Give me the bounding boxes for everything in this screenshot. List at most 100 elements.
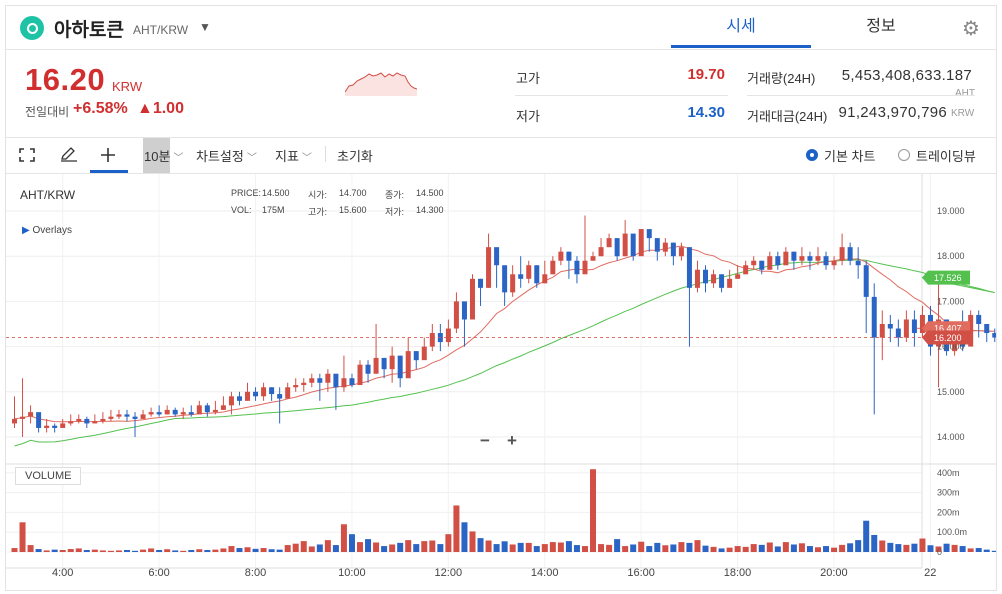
volume-bar bbox=[204, 550, 211, 552]
tradingview-radio[interactable] bbox=[898, 149, 910, 161]
crosshair-icon[interactable] bbox=[100, 147, 116, 163]
volume-bar bbox=[324, 540, 331, 552]
candle-body bbox=[486, 247, 492, 288]
candle-body bbox=[879, 324, 885, 338]
candle-body bbox=[968, 314, 974, 347]
candle-body bbox=[60, 423, 66, 428]
price-chart[interactable]: 19.000 18.000 17.000 16.000 15.000 14.000 400m… bbox=[6, 174, 996, 586]
volume-bar bbox=[606, 544, 613, 552]
change-rate: +6.58% bbox=[73, 100, 128, 117]
price-axis-label: 17.000 bbox=[937, 296, 965, 306]
volume-bar bbox=[67, 549, 74, 552]
time-axis-label: 20:00 bbox=[820, 567, 848, 579]
volume-bar bbox=[268, 549, 275, 552]
basic-chart-radio[interactable] bbox=[806, 149, 818, 161]
volume-bar bbox=[413, 544, 420, 552]
candle-body bbox=[984, 324, 990, 334]
candle-body bbox=[574, 260, 580, 275]
candle-body bbox=[550, 260, 556, 275]
candle-body bbox=[630, 233, 636, 257]
candle-body bbox=[68, 421, 74, 424]
candle-body bbox=[542, 274, 548, 284]
gear-icon[interactable]: ⚙ bbox=[962, 18, 980, 40]
volume-bar bbox=[316, 544, 323, 552]
basic-chart-label[interactable]: 기본 차트 bbox=[824, 149, 876, 164]
caret-down-icon[interactable]: ▼ bbox=[199, 20, 211, 34]
volume-bar bbox=[220, 548, 227, 552]
candle-body bbox=[349, 378, 355, 386]
ma-slow-line bbox=[14, 259, 995, 447]
volume-bar bbox=[646, 546, 653, 552]
reset-button[interactable]: 초기화 bbox=[337, 149, 373, 164]
tradingview-label[interactable]: 트레이딩뷰 bbox=[916, 149, 976, 164]
volume-bar bbox=[445, 534, 452, 552]
volume-axis-label: 300m bbox=[937, 488, 960, 498]
candle-body bbox=[871, 296, 877, 338]
candle-body bbox=[389, 355, 395, 370]
volume-bar bbox=[541, 544, 548, 552]
volume-panel-label: VOLUME bbox=[15, 467, 82, 485]
ma-fast-tag: 16.407 bbox=[934, 324, 962, 334]
candle-body bbox=[397, 355, 403, 379]
zoom-in-button[interactable]: + bbox=[507, 431, 517, 450]
candle-body bbox=[172, 409, 178, 415]
candle-body bbox=[566, 251, 572, 261]
chart-settings-label: 차트설정 bbox=[196, 149, 244, 164]
tab-info[interactable]: 정보 bbox=[866, 18, 896, 35]
candle-body bbox=[381, 357, 387, 370]
interval-select[interactable]: 10분 ﹀ bbox=[144, 146, 183, 165]
volume-bar bbox=[991, 550, 996, 552]
volume-bar bbox=[509, 544, 516, 552]
volume-bar bbox=[525, 542, 532, 552]
pencil-icon[interactable] bbox=[60, 146, 78, 162]
overlays-toggle[interactable]: ▶ Overlays bbox=[22, 225, 72, 236]
chart-settings-menu[interactable]: 차트설정 ﹀ bbox=[196, 146, 257, 165]
volume-bar bbox=[686, 542, 693, 552]
tab-price[interactable]: 시세 bbox=[671, 8, 811, 48]
candle-body bbox=[775, 256, 781, 266]
candle-body bbox=[325, 373, 331, 383]
volume-bar bbox=[718, 548, 725, 552]
fullscreen-icon[interactable] bbox=[19, 148, 35, 162]
volume-bar bbox=[806, 546, 813, 552]
candle-body bbox=[654, 238, 660, 252]
volume-bar bbox=[766, 542, 773, 552]
volume-bar bbox=[99, 550, 106, 552]
volume-bar bbox=[381, 546, 388, 552]
candle-body bbox=[317, 378, 323, 383]
candle-body bbox=[518, 274, 524, 279]
candle-body bbox=[253, 391, 259, 397]
low-label: 저가 bbox=[516, 109, 540, 124]
volume-bar bbox=[774, 546, 781, 552]
change-label: 전일대비 bbox=[25, 105, 70, 119]
volume-bar bbox=[565, 541, 572, 552]
volume-bar bbox=[549, 542, 556, 552]
volume-bar bbox=[453, 505, 460, 552]
volume-bar bbox=[903, 544, 910, 552]
candle-body bbox=[799, 256, 805, 261]
volume-bar bbox=[694, 540, 701, 552]
legend-open-value: 14.700 bbox=[339, 188, 367, 198]
candle-body bbox=[156, 412, 162, 415]
candle-body bbox=[703, 269, 709, 284]
candle-body bbox=[204, 405, 210, 413]
legend-vol-value: 175M bbox=[262, 205, 285, 215]
candle-body bbox=[735, 274, 741, 279]
zoom-out-button[interactable]: − bbox=[480, 431, 490, 450]
candle-body bbox=[124, 414, 130, 417]
volume-bar bbox=[469, 531, 476, 552]
time-axis-label: 16:00 bbox=[627, 567, 655, 579]
indicators-menu[interactable]: 지표 ﹀ bbox=[275, 146, 312, 165]
candle-body bbox=[116, 414, 122, 417]
volume-bar bbox=[348, 534, 355, 552]
widget-frame bbox=[5, 5, 997, 591]
legend-open-label: 시가: bbox=[308, 190, 328, 200]
volume-bar bbox=[782, 542, 789, 552]
candle-body bbox=[333, 373, 339, 388]
change-amount: ▲1.00 bbox=[137, 100, 184, 117]
volume-bar bbox=[847, 543, 854, 552]
volume-bar bbox=[485, 540, 492, 552]
volume-bar bbox=[292, 543, 299, 552]
volume-bar bbox=[123, 550, 130, 552]
volume-bar bbox=[59, 550, 66, 552]
